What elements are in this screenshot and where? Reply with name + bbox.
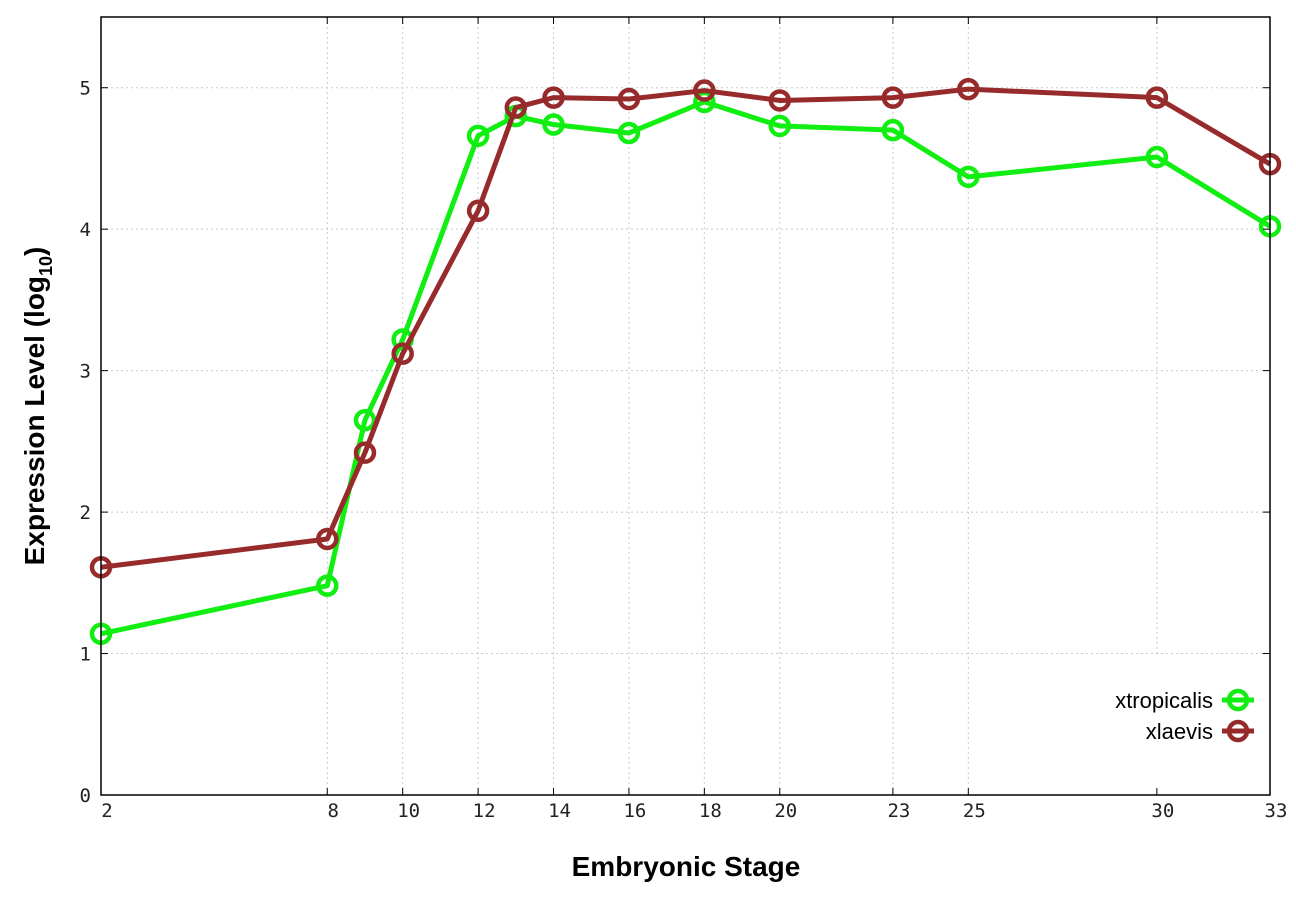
x-tick-label: 16 xyxy=(623,800,646,822)
y-tick-label: 5 xyxy=(80,78,91,100)
x-axis-title: Embryonic Stage xyxy=(572,851,801,882)
x-tick-label: 10 xyxy=(397,800,420,822)
y-tick-label: 0 xyxy=(80,785,91,807)
legend-marker-xlaevis xyxy=(1226,719,1250,743)
series-line-xlaevis xyxy=(100,86,1272,570)
legend-label-xtropicalis: xtropicalis xyxy=(1115,688,1213,713)
y-tick-label: 4 xyxy=(80,219,91,241)
data-point-xtropicalis xyxy=(881,118,905,142)
x-tick-label: 12 xyxy=(473,800,496,822)
data-point-xlaevis xyxy=(391,342,414,365)
series-xtropicalis xyxy=(89,90,1282,645)
y-axis-title: Expression Level (log10) xyxy=(19,247,56,566)
series-xlaevis xyxy=(89,77,1282,579)
x-tick-label: 18 xyxy=(699,800,722,822)
data-point-xtropicalis xyxy=(542,113,565,136)
legend-marker-xtropicalis xyxy=(1226,688,1250,712)
data-point-xlaevis xyxy=(693,79,716,102)
data-point-xlaevis xyxy=(1145,86,1169,109)
y-axis-title-subscript: 10 xyxy=(36,256,56,276)
legend: xtropicalis xlaevis xyxy=(1115,688,1254,744)
grid xyxy=(101,17,1270,795)
data-point-xlaevis xyxy=(957,77,980,101)
x-tick-label: 33 xyxy=(1265,800,1288,822)
data-point-xlaevis xyxy=(466,199,490,223)
x-tick-label: 8 xyxy=(328,800,339,822)
data-point-xlaevis xyxy=(316,527,339,551)
data-point-xlaevis xyxy=(504,96,528,119)
data-point-xtropicalis xyxy=(466,124,490,148)
x-tick-label: 30 xyxy=(1151,800,1174,822)
x-tick-label: 20 xyxy=(774,800,797,822)
data-point-xtropicalis xyxy=(617,121,641,145)
data-point-xtropicalis xyxy=(353,408,377,432)
x-tick-label: 25 xyxy=(963,800,986,822)
x-tick-label: 23 xyxy=(887,800,910,822)
data-point-xlaevis xyxy=(881,86,905,109)
y-tick-label: 1 xyxy=(80,644,91,666)
x-tick-label: 2 xyxy=(101,800,112,822)
series-line-xtropicalis xyxy=(100,99,1272,637)
legend-label-xlaevis: xlaevis xyxy=(1146,719,1213,744)
data-point-xtropicalis xyxy=(957,165,980,189)
data-point-xlaevis xyxy=(768,89,792,112)
data-point-xtropicalis xyxy=(768,114,792,138)
y-tick-label: 2 xyxy=(80,502,91,524)
plot-frame xyxy=(100,16,1271,796)
data-point-xtropicalis xyxy=(1145,145,1169,169)
x-tick-label: 14 xyxy=(548,800,571,822)
data-point-xlaevis xyxy=(617,87,641,111)
data-point-xlaevis xyxy=(353,441,377,464)
y-tick-label: 3 xyxy=(80,361,91,383)
series-layer xyxy=(89,77,1282,645)
data-point-xtropicalis xyxy=(316,574,339,597)
data-point-xlaevis xyxy=(542,86,565,109)
